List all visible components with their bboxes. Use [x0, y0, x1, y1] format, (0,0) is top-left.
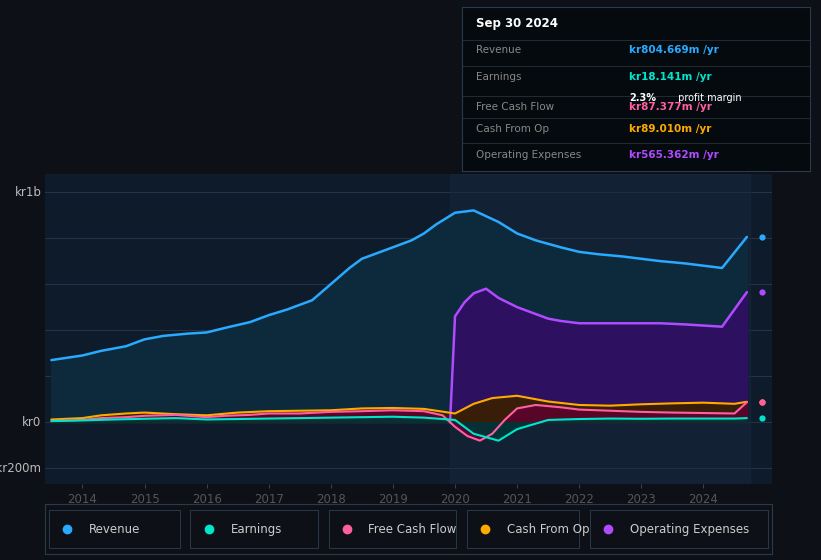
FancyBboxPatch shape — [190, 510, 318, 548]
Text: -kr200m: -kr200m — [0, 462, 42, 475]
Text: kr0: kr0 — [22, 416, 42, 429]
FancyBboxPatch shape — [328, 510, 456, 548]
Text: Earnings: Earnings — [231, 522, 282, 536]
Text: kr804.669m /yr: kr804.669m /yr — [630, 45, 719, 55]
Bar — [450, 174, 750, 484]
Text: Free Cash Flow: Free Cash Flow — [369, 522, 456, 536]
FancyBboxPatch shape — [48, 510, 180, 548]
Text: Revenue: Revenue — [89, 522, 140, 536]
Text: Operating Expenses: Operating Expenses — [630, 522, 750, 536]
Text: kr18.141m /yr: kr18.141m /yr — [630, 72, 712, 82]
Text: 2.3%: 2.3% — [630, 93, 656, 103]
Text: Earnings: Earnings — [476, 72, 521, 82]
Text: Operating Expenses: Operating Expenses — [476, 150, 581, 160]
FancyBboxPatch shape — [466, 510, 579, 548]
Text: kr89.010m /yr: kr89.010m /yr — [630, 124, 712, 134]
Text: profit margin: profit margin — [675, 93, 741, 103]
Text: Free Cash Flow: Free Cash Flow — [476, 102, 554, 112]
Text: kr87.377m /yr: kr87.377m /yr — [630, 102, 712, 112]
Text: Revenue: Revenue — [476, 45, 521, 55]
Text: Sep 30 2024: Sep 30 2024 — [476, 17, 558, 30]
FancyBboxPatch shape — [590, 510, 768, 548]
Text: kr565.362m /yr: kr565.362m /yr — [630, 150, 719, 160]
Text: kr1b: kr1b — [15, 185, 42, 198]
Text: Cash From Op: Cash From Op — [476, 124, 549, 134]
Text: Cash From Op: Cash From Op — [507, 522, 589, 536]
